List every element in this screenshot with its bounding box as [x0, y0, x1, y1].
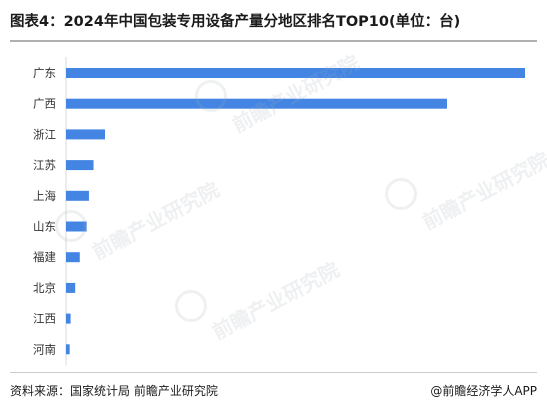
category-label: 上海: [33, 189, 56, 203]
source-note: 资料来源：国家统计局 前瞻产业研究院: [10, 384, 218, 398]
bar-福建: [66, 252, 80, 263]
category-label: 山东: [33, 220, 56, 234]
bar-广东: [66, 68, 525, 78]
category-label: 广东: [33, 66, 56, 80]
category-label: 浙江: [33, 127, 56, 141]
category-label: 河南: [33, 342, 56, 356]
bar-江苏: [66, 160, 94, 171]
bar-山东: [66, 221, 87, 232]
bar-北京: [66, 282, 76, 293]
bar-河南: [66, 344, 70, 355]
category-label: 江苏: [33, 158, 56, 172]
bar-江西: [66, 313, 71, 324]
title-divider: [10, 40, 537, 42]
credit-note: @前瞻经济学人APP: [430, 384, 537, 398]
category-label: 广西: [33, 97, 56, 111]
bar-浙江: [66, 129, 106, 140]
bar-广西: [66, 98, 447, 109]
bar-上海: [66, 190, 89, 201]
footer-divider: [10, 372, 537, 373]
category-label: 福建: [33, 250, 56, 264]
category-label: 江西: [33, 312, 56, 326]
bar-chart: 广东广西浙江江苏上海山东福建北京江西河南: [0, 46, 547, 368]
category-label: 北京: [33, 281, 56, 295]
chart-title: 图表4：2024年中国包装专用设备产量分地区排名TOP10(单位：台): [10, 14, 461, 30]
